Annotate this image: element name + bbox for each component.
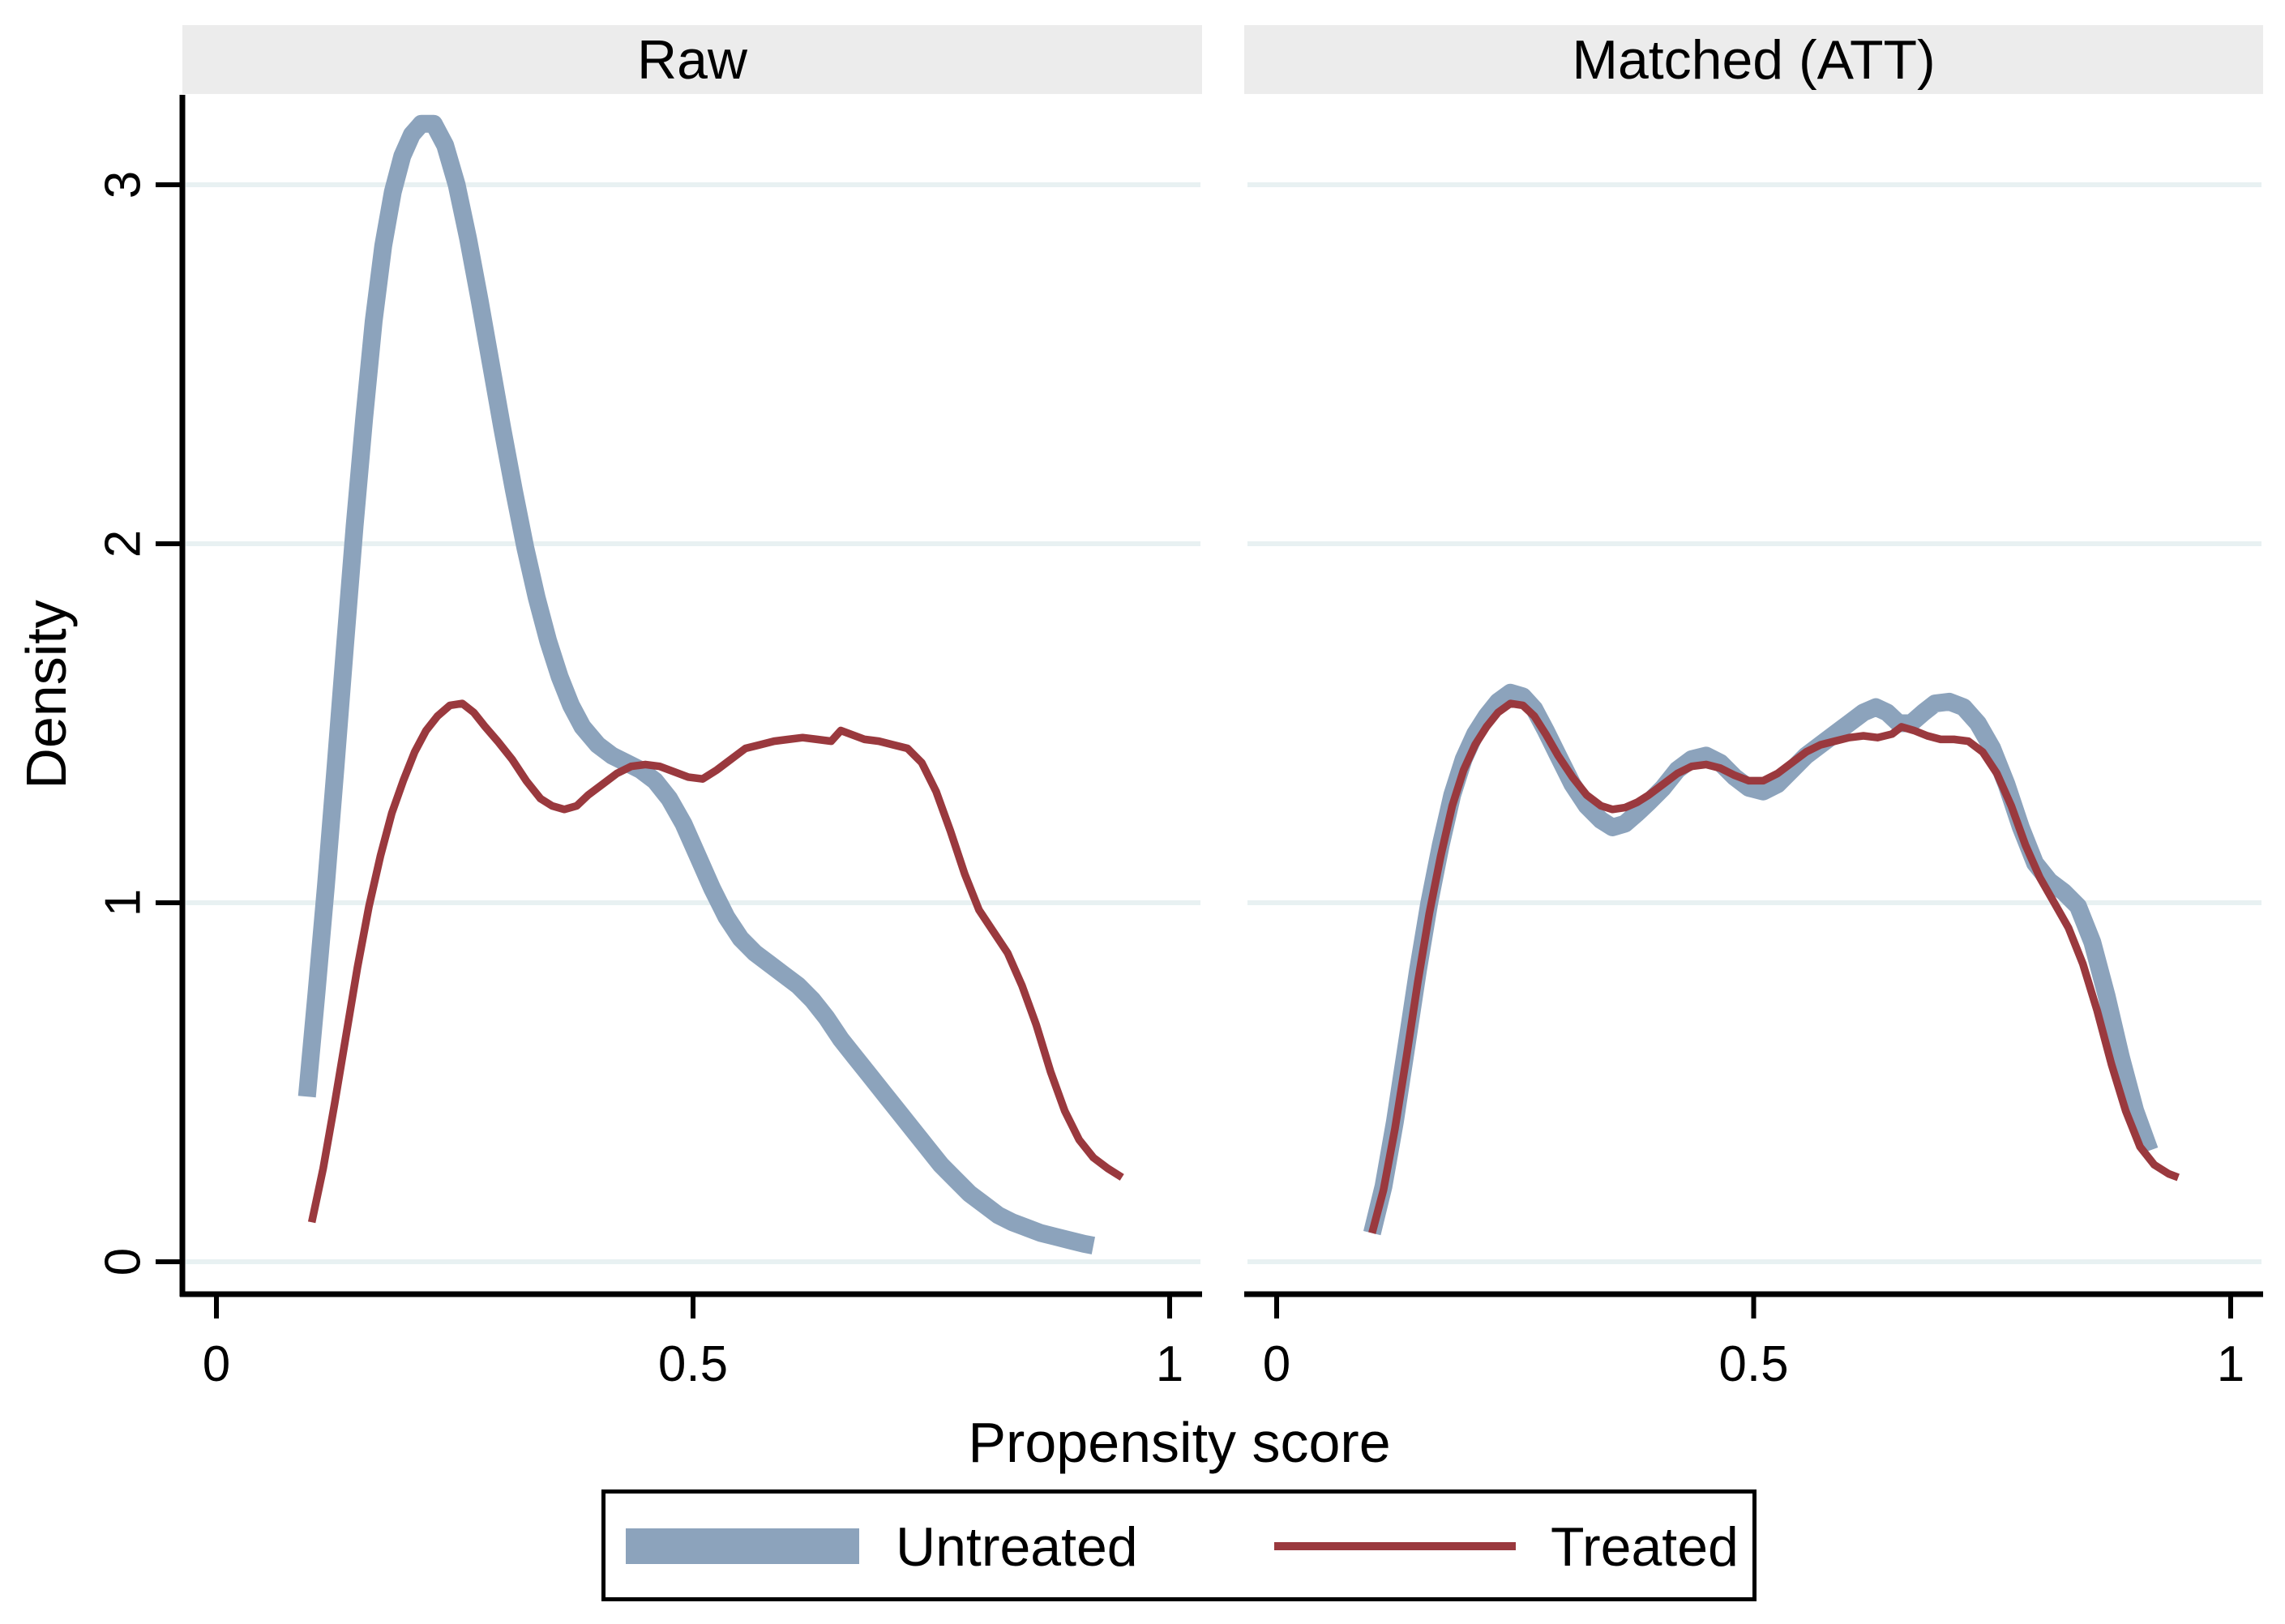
x-tick-label: 1 [1155,1336,1184,1392]
panel-title-raw: Raw [182,25,1202,94]
untreated-curve-matched [1363,683,2159,1236]
x-tick-label: 0 [202,1336,231,1392]
y-tick-label: 0 [95,1247,152,1276]
x-tick-label: 0.5 [657,1336,729,1392]
y-tick-label: 3 [95,170,152,199]
legend-treated-label: Treated [1551,1516,1739,1578]
treated-curve-raw [307,699,1124,1224]
y-tick-label: 1 [95,888,152,917]
x-axis-title: Propensity score [968,1411,1391,1474]
y-axis-title: Density [15,600,78,789]
x-tick-label: 0 [1262,1336,1291,1392]
legend-box [601,1489,1757,1601]
treated-curve-matched [1368,699,2180,1234]
x-tick-label: 0.5 [1718,1336,1789,1392]
x-tick-label: 1 [2216,1336,2245,1392]
untreated-curve-raw [297,114,1096,1254]
legend-untreated-swatch [626,1528,859,1564]
panel-title-matched: Matched (ATT) [1244,25,2263,94]
y-tick-label: 2 [95,529,152,558]
legend-treated-swatch [1274,1542,1516,1550]
legend-untreated-label: Untreated [896,1516,1138,1578]
